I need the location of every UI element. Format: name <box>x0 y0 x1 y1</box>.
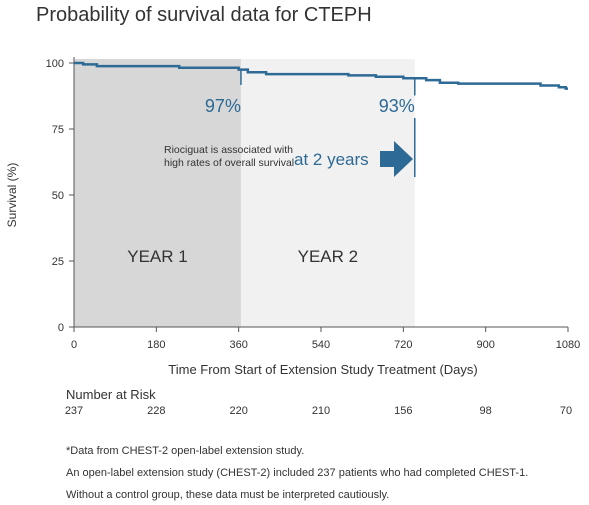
footnote-2: An open-label extension study (CHEST-2) … <box>66 467 529 479</box>
x-tick-label: 540 <box>312 339 330 351</box>
callout-highlight: at 2 years <box>294 150 369 169</box>
annotation-label-1: 97% <box>205 96 241 116</box>
footnote-3: Without a control group, these data must… <box>66 489 390 501</box>
x-tick-label: 0 <box>71 339 77 351</box>
y-tick-label: 75 <box>52 124 64 136</box>
survival-chart: YEAR 1 YEAR 2 0 25 50 75 100 0 180 360 540 720 900 1… <box>5 57 580 377</box>
risk-value: 98 <box>479 405 492 417</box>
number-at-risk-title: Number at Risk <box>66 387 156 402</box>
x-tick-label: 1080 <box>556 339 580 351</box>
x-tick-label: 900 <box>476 339 494 351</box>
x-tick-label: 720 <box>394 339 412 351</box>
y-axis-label: Survival (%) <box>5 163 19 228</box>
risk-value: 210 <box>311 405 331 417</box>
region-label-2: YEAR 2 <box>298 247 358 266</box>
x-tick-label: 180 <box>147 339 165 351</box>
region-2 <box>240 59 415 327</box>
y-tick-label: 25 <box>52 256 64 268</box>
axes: 0 25 50 75 100 0 180 360 540 720 900 1080 Time From … <box>5 57 580 377</box>
y-tick-label: 0 <box>58 322 64 334</box>
callout-line-1: Riociguat is associated with <box>164 144 293 156</box>
risk-value: 228 <box>147 405 166 417</box>
risk-value: 156 <box>394 405 413 417</box>
x-tick-label: 360 <box>229 339 247 351</box>
year-regions: YEAR 1 YEAR 2 <box>74 59 415 327</box>
chart-title: Probability of survival data for CTEPH <box>36 4 372 26</box>
survival-series <box>74 61 568 90</box>
x-axis-label: Time From Start of Extension Study Treat… <box>168 362 477 377</box>
callout-line-2: high rates of overall survival <box>164 157 294 169</box>
annotation-label-2: 93% <box>379 96 415 116</box>
region-label-1: YEAR 1 <box>127 247 187 266</box>
risk-value: 220 <box>229 405 248 417</box>
y-tick-label: 100 <box>46 58 64 70</box>
y-tick-label: 50 <box>52 190 64 202</box>
survival-line-1 <box>74 61 568 90</box>
risk-value: 70 <box>559 405 573 417</box>
footnote-1: *Data from CHEST-2 open-label extension … <box>66 445 305 457</box>
arrow-right-icon <box>380 141 413 177</box>
risk-value: 237 <box>64 405 84 417</box>
region-1 <box>74 59 241 327</box>
